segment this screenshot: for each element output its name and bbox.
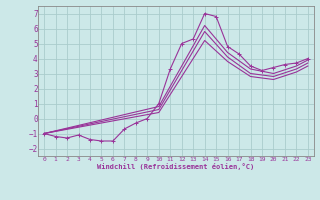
X-axis label: Windchill (Refroidissement éolien,°C): Windchill (Refroidissement éolien,°C) [97, 163, 255, 170]
